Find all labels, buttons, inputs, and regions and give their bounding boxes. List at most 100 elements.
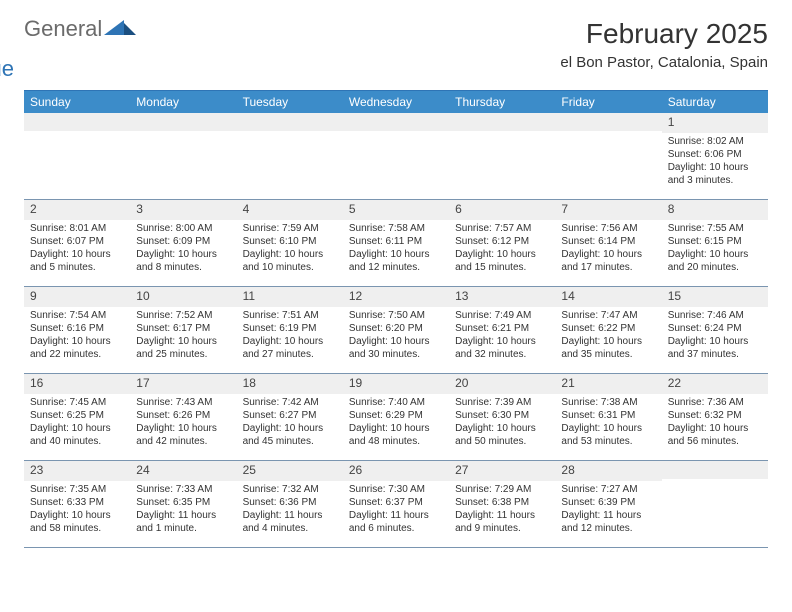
dow-wednesday: Wednesday [343, 91, 449, 113]
cell-body: Sunrise: 8:02 AMSunset: 6:06 PMDaylight:… [662, 133, 768, 191]
sunset-text: Sunset: 6:10 PM [243, 235, 337, 248]
daylight-text: Daylight: 10 hours and 22 minutes. [30, 335, 124, 361]
day-number: 23 [24, 461, 130, 481]
sunrise-text: Sunrise: 7:51 AM [243, 309, 337, 322]
day-number [24, 113, 130, 131]
week-row: 23Sunrise: 7:35 AMSunset: 6:33 PMDayligh… [24, 461, 768, 548]
cell-body: Sunrise: 7:38 AMSunset: 6:31 PMDaylight:… [555, 394, 661, 452]
cell-body: Sunrise: 7:35 AMSunset: 6:33 PMDaylight:… [24, 481, 130, 539]
calendar-cell: 20Sunrise: 7:39 AMSunset: 6:30 PMDayligh… [449, 374, 555, 460]
daylight-text: Daylight: 11 hours and 4 minutes. [243, 509, 337, 535]
sunset-text: Sunset: 6:19 PM [243, 322, 337, 335]
daylight-text: Daylight: 10 hours and 10 minutes. [243, 248, 337, 274]
daylight-text: Daylight: 11 hours and 12 minutes. [561, 509, 655, 535]
sunset-text: Sunset: 6:06 PM [668, 148, 762, 161]
daylight-text: Daylight: 11 hours and 6 minutes. [349, 509, 443, 535]
daylight-text: Daylight: 10 hours and 42 minutes. [136, 422, 230, 448]
sunset-text: Sunset: 6:15 PM [668, 235, 762, 248]
daylight-text: Daylight: 10 hours and 37 minutes. [668, 335, 762, 361]
daylight-text: Daylight: 10 hours and 27 minutes. [243, 335, 337, 361]
daylight-text: Daylight: 10 hours and 15 minutes. [455, 248, 549, 274]
calendar-cell: 17 Sunrise: 7:43 AMSunset: 6:26 PMDayligh… [130, 374, 236, 460]
day-number: 26 [343, 461, 449, 481]
day-number: 10 [130, 287, 236, 307]
sunset-text: Sunset: 6:32 PM [668, 409, 762, 422]
calendar-cell: 5Sunrise: 7:58 AMSunset: 6:11 PMDaylight… [343, 200, 449, 286]
sunset-text: Sunset: 6:33 PM [30, 496, 124, 509]
calendar-cell: 24Sunrise: 7:33 AMSunset: 6:35 PMDayligh… [130, 461, 236, 547]
header: General Blue February 2025 el Bon Pastor… [24, 18, 768, 80]
day-number: 25 [237, 461, 343, 481]
week-row: 16Sunrise: 7:45 AMSunset: 6:25 PMDayligh… [24, 374, 768, 461]
calendar-cell: 16Sunrise: 7:45 AMSunset: 6:25 PMDayligh… [24, 374, 130, 460]
cell-body: Sunrise: 7:51 AMSunset: 6:19 PMDaylight:… [237, 307, 343, 365]
cell-body: Sunrise: 7:46 AMSunset: 6:24 PMDaylight:… [662, 307, 768, 365]
day-number: 3 [130, 200, 236, 220]
title-block: February 2025 el Bon Pastor, Catalonia, … [560, 18, 768, 71]
daylight-text: Daylight: 11 hours and 9 minutes. [455, 509, 549, 535]
sunset-text: Sunset: 6:38 PM [455, 496, 549, 509]
day-number: 7 [555, 200, 661, 220]
sunrise-text: Sunrise: 7:30 AM [349, 483, 443, 496]
daylight-text: Daylight: 10 hours and 40 minutes. [30, 422, 124, 448]
calendar-cell [237, 113, 343, 199]
calendar-cell: 26Sunrise: 7:30 AMSunset: 6:37 PMDayligh… [343, 461, 449, 547]
calendar-cell: 28Sunrise: 7:27 AMSunset: 6:39 PMDayligh… [555, 461, 661, 547]
day-number: 21 [555, 374, 661, 394]
page-subtitle: el Bon Pastor, Catalonia, Spain [560, 54, 768, 71]
sunset-text: Sunset: 6:35 PM [136, 496, 230, 509]
weeks-container: 1Sunrise: 8:02 AMSunset: 6:06 PMDaylight… [24, 113, 768, 548]
sunrise-text: Sunrise: 7:52 AM [136, 309, 230, 322]
calendar-cell [343, 113, 449, 199]
daylight-text: Daylight: 10 hours and 48 minutes. [349, 422, 443, 448]
cell-body: Sunrise: 7:27 AMSunset: 6:39 PMDaylight:… [555, 481, 661, 539]
cell-body: Sunrise: 7:32 AMSunset: 6:36 PMDaylight:… [237, 481, 343, 539]
day-number: 14 [555, 287, 661, 307]
cell-body: Sunrise: 7:33 AMSunset: 6:35 PMDaylight:… [130, 481, 236, 539]
day-number: 6 [449, 200, 555, 220]
calendar-cell [449, 113, 555, 199]
sunrise-text: Sunrise: 7:35 AM [30, 483, 124, 496]
calendar-cell: 15Sunrise: 7:46 AMSunset: 6:24 PMDayligh… [662, 287, 768, 373]
sunset-text: Sunset: 6:25 PM [30, 409, 124, 422]
day-number: 17 [130, 374, 236, 394]
sunrise-text: Sunrise: 7:54 AM [30, 309, 124, 322]
sunset-text: Sunset: 6:11 PM [349, 235, 443, 248]
sunrise-text: Sunrise: 7:55 AM [668, 222, 762, 235]
day-of-week-row: Sunday Monday Tuesday Wednesday Thursday… [24, 91, 768, 113]
cell-body: Sunrise: 7:50 AMSunset: 6:20 PMDaylight:… [343, 307, 449, 365]
daylight-text: Daylight: 10 hours and 35 minutes. [561, 335, 655, 361]
sunset-text: Sunset: 6:09 PM [136, 235, 230, 248]
calendar-cell: 12Sunrise: 7:50 AMSunset: 6:20 PMDayligh… [343, 287, 449, 373]
calendar-cell: 9Sunrise: 7:54 AMSunset: 6:16 PMDaylight… [24, 287, 130, 373]
calendar-cell: 13Sunrise: 7:49 AMSunset: 6:21 PMDayligh… [449, 287, 555, 373]
daylight-text: Daylight: 11 hours and 1 minute. [136, 509, 230, 535]
day-number: 16 [24, 374, 130, 394]
sunrise-text: Sunrise: 7:57 AM [455, 222, 549, 235]
calendar-cell [662, 461, 768, 547]
sunrise-text: Sunrise: 7:33 AM [136, 483, 230, 496]
brand-part2: Blue [0, 58, 102, 80]
dow-saturday: Saturday [662, 91, 768, 113]
sunrise-text: Sunrise: 8:01 AM [30, 222, 124, 235]
day-number [130, 113, 236, 131]
calendar-cell: 7Sunrise: 7:56 AMSunset: 6:14 PMDaylight… [555, 200, 661, 286]
sunrise-text: Sunrise: 7:50 AM [349, 309, 443, 322]
sunrise-text: Sunrise: 7:38 AM [561, 396, 655, 409]
sunset-text: Sunset: 6:39 PM [561, 496, 655, 509]
day-number: 2 [24, 200, 130, 220]
cell-body: Sunrise: 7:49 AMSunset: 6:21 PMDaylight:… [449, 307, 555, 365]
sunrise-text: Sunrise: 7:43 AM [136, 396, 230, 409]
day-number: 15 [662, 287, 768, 307]
calendar-cell: 18Sunrise: 7:42 AMSunset: 6:27 PMDayligh… [237, 374, 343, 460]
calendar-cell: 3Sunrise: 8:00 AMSunset: 6:09 PMDaylight… [130, 200, 236, 286]
day-number: 22 [662, 374, 768, 394]
calendar-cell: 1Sunrise: 8:02 AMSunset: 6:06 PMDaylight… [662, 113, 768, 199]
dow-monday: Monday [130, 91, 236, 113]
sunset-text: Sunset: 6:17 PM [136, 322, 230, 335]
day-number: 12 [343, 287, 449, 307]
day-number: 8 [662, 200, 768, 220]
daylight-text: Daylight: 10 hours and 20 minutes. [668, 248, 762, 274]
sunset-text: Sunset: 6:26 PM [136, 409, 230, 422]
day-number: 19 [343, 374, 449, 394]
